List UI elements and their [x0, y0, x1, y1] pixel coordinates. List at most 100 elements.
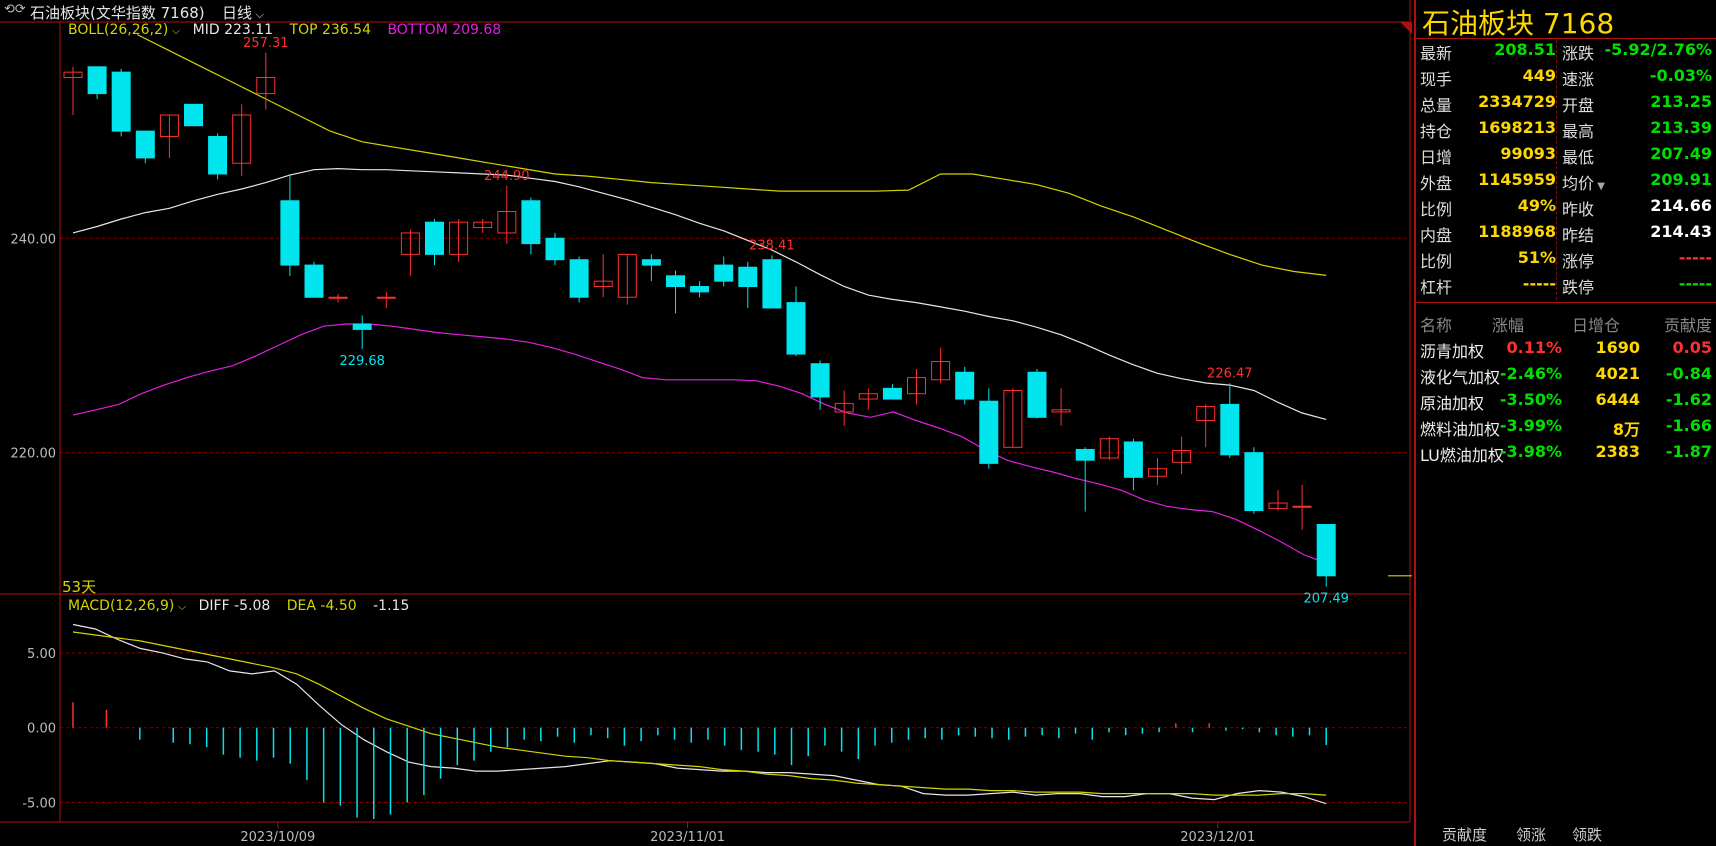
table-row[interactable]: 燃料油加权 -3.99% 8万 -1.66: [1416, 416, 1716, 442]
y-tick-label: 0.00: [27, 722, 56, 737]
y-tick-label: 240.00: [11, 232, 57, 247]
candle-body: [473, 221, 493, 229]
candle-body: [159, 114, 179, 137]
cell-name: 沥青加权: [1420, 342, 1485, 361]
quote-label: 最低: [1562, 148, 1595, 167]
quote-label: 均价: [1562, 174, 1595, 193]
table-row[interactable]: 沥青加权 0.11% 1690 0.05: [1416, 338, 1716, 364]
table-row[interactable]: LU燃油加权 -3.98% 2383 -1.87: [1416, 442, 1716, 468]
table-header[interactable]: 日增仓: [1571, 316, 1620, 335]
extreme-price-label: 226.47: [1207, 366, 1253, 381]
kline-chart[interactable]: 240.00 220.00 5.00 0.00 -5.00 2023/10/09 2023/…: [0, 0, 1414, 846]
cell-contribution: -1.62: [1665, 390, 1712, 409]
quote-row: 现手 449: [1420, 66, 1556, 92]
tab-top-losers[interactable]: 领跌: [1572, 826, 1603, 844]
candle-body: [1196, 406, 1216, 422]
tab-top-gainers[interactable]: 领涨: [1516, 826, 1547, 844]
candle-body: [328, 296, 348, 299]
candle-body: [762, 259, 782, 309]
table-row[interactable]: 原油加权 -3.50% 6444 -1.62: [1416, 390, 1716, 416]
boll-selector[interactable]: BOLL(26,26,2) ⌵: [68, 22, 181, 38]
quote-label: 杠杆: [1420, 278, 1453, 297]
candle-body: [907, 377, 926, 395]
macd-legend: MACD(12,26,9) ⌵ DIFF -5.08 DEA -4.50 -1.…: [68, 598, 409, 614]
cell-change: -2.46%: [1499, 364, 1562, 383]
chevron-down-icon: ⌵: [168, 24, 181, 37]
quote-label: 最新: [1420, 44, 1453, 63]
candle-body: [135, 130, 155, 159]
quote-row: 总量 2334729: [1420, 92, 1556, 118]
x-tick-label: 2023/11/01: [650, 830, 725, 845]
x-tick-label: 2023/12/01: [1180, 830, 1255, 845]
candle-body: [858, 393, 878, 400]
candle-body: [280, 200, 300, 266]
quote-row: 涨跌 -5.92/2.76%: [1562, 40, 1712, 66]
series-line-bottom: [72, 323, 1327, 564]
quote-label: 最高: [1562, 122, 1595, 141]
candle-body: [738, 266, 758, 288]
quote-value: -0.03%: [1649, 66, 1712, 85]
series-line-mid: [72, 167, 1327, 420]
quote-row: 昨收 214.66: [1562, 196, 1712, 222]
link-icon[interactable]: ⟲⟳: [4, 2, 26, 17]
table-header[interactable]: 涨幅: [1491, 316, 1524, 335]
quote-title: 石油板块 7168: [1422, 7, 1615, 40]
candle-body: [617, 253, 637, 298]
quote-label: 比例: [1420, 200, 1453, 219]
quote-value: 213.25: [1650, 92, 1712, 111]
series-line-diff: [72, 623, 1327, 805]
table-header[interactable]: 贡献度: [1663, 316, 1712, 335]
cell-change: -3.99%: [1499, 416, 1562, 435]
quote-value: -----: [1678, 274, 1712, 293]
quote-row: 外盘 1145959: [1420, 170, 1556, 196]
macd-selector[interactable]: MACD(12,26,9) ⌵: [68, 598, 187, 614]
candle-body: [1316, 523, 1336, 577]
candle-body: [1244, 452, 1264, 512]
candle-body: [955, 371, 975, 400]
series-line-dea: [72, 631, 1327, 796]
quote-row: 均价 ▼ 209.91: [1562, 170, 1712, 196]
y-tick-label: 220.00: [11, 447, 57, 462]
quote-row: 杠杆 -----: [1420, 274, 1556, 300]
quote-row: 跌停 -----: [1562, 274, 1712, 300]
tab-contribution[interactable]: 贡献度: [1442, 826, 1488, 844]
candle-body: [304, 264, 324, 298]
table-row[interactable]: 液化气加权 -2.46% 4021 -0.84: [1416, 364, 1716, 390]
chart-title: 石油板块(文华指数 7168): [30, 4, 205, 22]
quote-label: 日增: [1420, 148, 1453, 167]
quote-value: -5.92/2.76%: [1604, 40, 1712, 59]
quote-value: 1188968: [1478, 222, 1556, 241]
cell-change: -3.50%: [1499, 390, 1562, 409]
candle-body: [376, 296, 396, 299]
quote-value: 51%: [1517, 248, 1556, 267]
cell-name: 原油加权: [1420, 394, 1485, 413]
divider: [1416, 302, 1716, 303]
quote-label: 外盘: [1420, 174, 1453, 193]
candle-body: [834, 402, 854, 413]
extreme-price-label: 257.31: [243, 36, 289, 51]
candle-body: [400, 232, 420, 255]
cell-position: 1690: [1595, 338, 1640, 357]
quote-value: 1145959: [1478, 170, 1556, 189]
candle-body: [87, 66, 107, 95]
candle-body: [1123, 441, 1143, 478]
candle-body: [1268, 502, 1288, 509]
quote-value: 2334729: [1478, 92, 1556, 111]
quote-value: 49%: [1517, 196, 1556, 215]
quote-label: 现手: [1420, 70, 1453, 89]
cell-position: 8万: [1612, 420, 1640, 439]
boll-bottom-value: BOTTOM 209.68: [387, 22, 502, 38]
candle-body: [1292, 505, 1312, 508]
extreme-price-label: 207.49: [1303, 592, 1349, 607]
extreme-price-label: 229.68: [339, 354, 385, 369]
table-header[interactable]: 名称: [1420, 316, 1453, 335]
candle-body: [1027, 371, 1047, 418]
days-count-label: 53天: [62, 578, 97, 596]
quote-value: 207.49: [1650, 144, 1712, 163]
candle-body: [810, 363, 830, 398]
quote-row: 最高 213.39: [1562, 118, 1712, 144]
quote-row: 开盘 213.25: [1562, 92, 1712, 118]
candle-body: [931, 361, 951, 381]
period-selector[interactable]: 日线 ⌵: [222, 4, 264, 22]
triangle-down-icon[interactable]: ▼: [1594, 181, 1605, 192]
